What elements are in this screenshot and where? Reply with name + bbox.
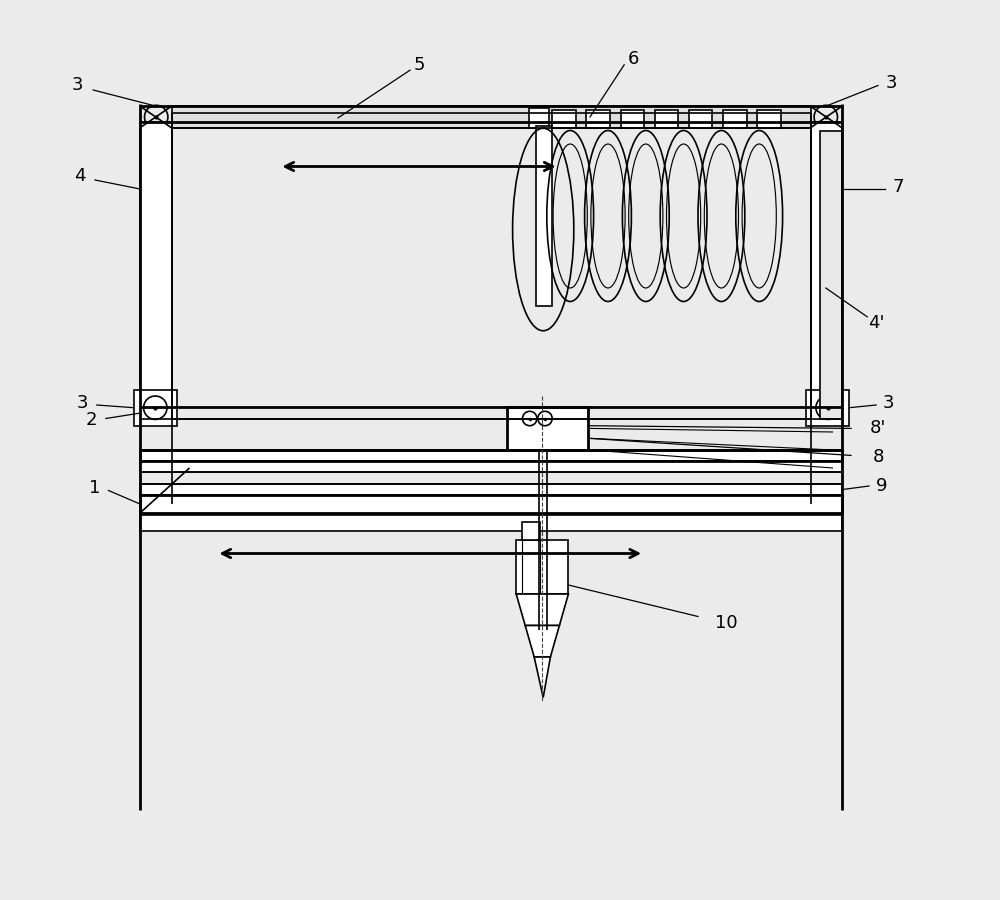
- Bar: [810, 122, 842, 418]
- Text: 2: 2: [86, 411, 97, 429]
- Text: 4: 4: [74, 167, 85, 185]
- Text: 3: 3: [883, 394, 895, 412]
- Bar: [536, 126, 552, 306]
- Polygon shape: [516, 594, 568, 625]
- Bar: [621, 110, 644, 128]
- Bar: [140, 450, 842, 461]
- Text: 3: 3: [77, 394, 88, 412]
- Bar: [586, 110, 610, 128]
- Text: 8: 8: [872, 448, 884, 466]
- Bar: [689, 110, 712, 128]
- Bar: [516, 540, 568, 594]
- Bar: [140, 484, 842, 495]
- Bar: [140, 461, 842, 472]
- Bar: [140, 515, 842, 531]
- Bar: [140, 495, 842, 513]
- Text: 1: 1: [89, 479, 101, 497]
- Bar: [522, 522, 540, 540]
- Bar: [655, 110, 678, 128]
- Bar: [529, 108, 549, 128]
- Bar: [172, 106, 810, 128]
- Bar: [134, 390, 177, 426]
- Bar: [507, 407, 588, 450]
- Text: 5: 5: [413, 56, 425, 74]
- Text: 6: 6: [628, 50, 639, 68]
- Text: 8': 8': [870, 419, 886, 437]
- Polygon shape: [534, 657, 550, 698]
- Text: 3: 3: [886, 74, 897, 92]
- Bar: [552, 110, 576, 128]
- Text: 3: 3: [71, 76, 83, 94]
- Polygon shape: [525, 626, 559, 657]
- Bar: [820, 130, 842, 419]
- Bar: [757, 110, 781, 128]
- Text: 4': 4': [868, 314, 884, 332]
- Bar: [723, 110, 747, 128]
- Text: 7: 7: [892, 178, 904, 196]
- Bar: [140, 122, 172, 418]
- Text: 9: 9: [876, 477, 887, 495]
- Bar: [806, 390, 849, 426]
- Text: 10: 10: [715, 614, 738, 632]
